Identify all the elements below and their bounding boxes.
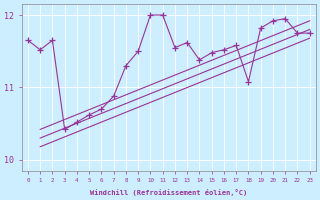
X-axis label: Windchill (Refroidissement éolien,°C): Windchill (Refroidissement éolien,°C) — [90, 189, 247, 196]
